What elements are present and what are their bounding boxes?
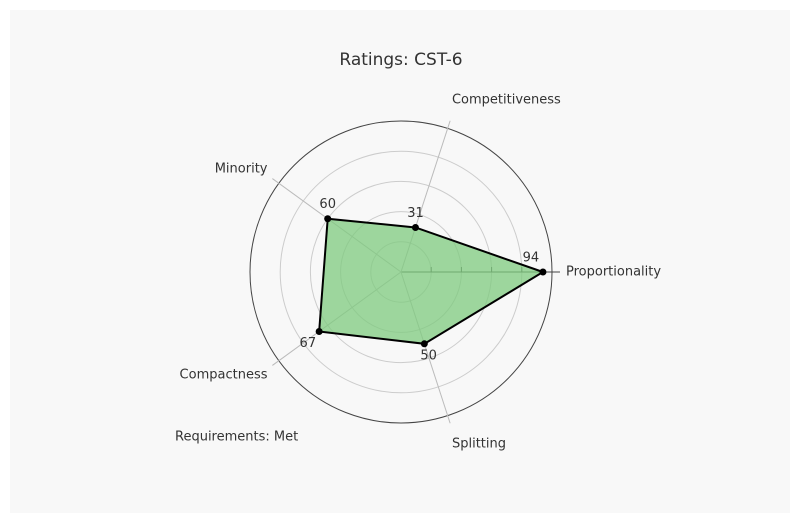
annotation: Requirements: Met [175,430,298,445]
value-label: 60 [319,197,336,212]
value-label: 50 [420,348,437,363]
category-label: Compactness [180,367,268,382]
point [411,223,419,231]
category-label: Minority [215,162,268,177]
radar-area [318,217,546,345]
value-label: 31 [407,206,424,221]
point [315,327,323,335]
category-label: Splitting [452,437,506,452]
value-label: 67 [300,336,317,351]
category-label: Competitiveness [452,92,561,107]
point [324,215,332,223]
chart-title: Ratings: CST-6 [339,50,462,70]
value-label: 94 [523,251,540,266]
point [420,340,428,348]
category-label: Proportionality [566,265,661,280]
point [539,268,547,276]
